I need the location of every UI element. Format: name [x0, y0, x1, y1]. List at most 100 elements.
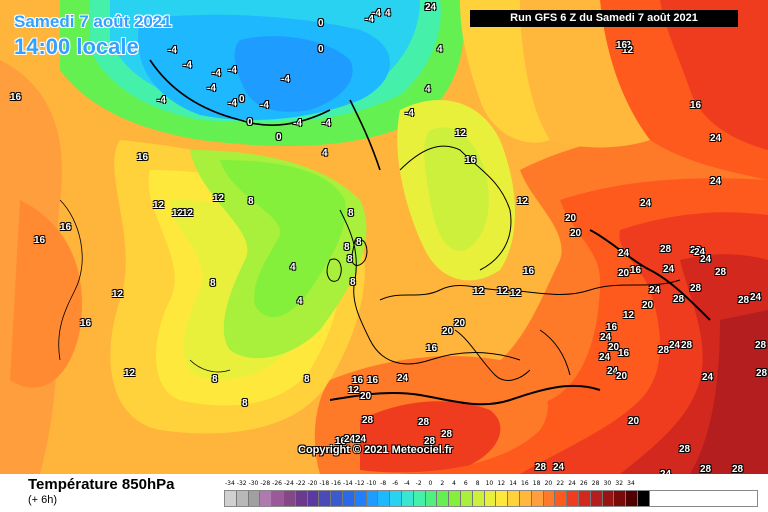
isotherm-label: 12: [510, 288, 522, 299]
color-scale-tick-label: 10: [485, 480, 494, 487]
variable-name: Température 850hPa: [28, 476, 175, 493]
color-scale-swatch: [496, 491, 509, 506]
isotherm-label: 12: [623, 310, 635, 321]
color-scale-swatch: [508, 491, 520, 506]
isotherm-label: 20: [618, 268, 630, 279]
isotherm-label: 12: [182, 208, 194, 219]
isotherm-label: 24: [694, 247, 706, 258]
isotherm-label: 4: [297, 296, 303, 307]
color-scale-tick-label: 30: [603, 480, 612, 487]
isotherm-label: 24: [640, 198, 652, 209]
color-scale-tick-label: -10: [366, 480, 377, 487]
isotherm-label: 16: [690, 100, 702, 111]
isotherm-label: -4: [183, 60, 192, 71]
color-scale-tick-label: -6: [392, 480, 399, 487]
isotherm-label: -4: [157, 95, 166, 106]
isotherm-label: -4: [228, 98, 237, 109]
color-scale-tick-label: -8: [380, 480, 387, 487]
isotherm-label: 16: [523, 266, 535, 277]
isotherm-label: 24: [397, 373, 409, 384]
isotherm-label: 24: [600, 332, 612, 343]
isotherm-label: 8: [304, 374, 310, 385]
color-scale-swatch: [225, 491, 237, 506]
isotherm-label: 20: [642, 300, 654, 311]
isotherm-label: 12: [153, 200, 165, 211]
color-scale: -34 -32 -30 -28 -26 -24 -22 -20 -18 -16 -14 -12 -10-…: [224, 480, 758, 508]
isotherm-label: 4: [425, 2, 431, 13]
isotherm-label: 24: [710, 133, 722, 144]
color-scale-swatch: [342, 491, 355, 506]
isotherm-label: 0: [276, 132, 282, 143]
color-scale-swatch: [472, 491, 485, 506]
color-scale-swatch: [460, 491, 473, 506]
color-scale-tick-label: 0: [428, 480, 433, 487]
color-scale-tick-label: -24: [283, 480, 294, 487]
color-scale-tick-label: 12: [497, 480, 506, 487]
color-scale-tick-label: 6: [463, 480, 468, 487]
isotherm-label: -4: [372, 8, 381, 19]
isotherm-label: 20: [628, 416, 640, 427]
color-scale-swatch: [425, 491, 438, 506]
color-scale-swatch: [637, 491, 650, 506]
isotherm-label: 16: [352, 375, 364, 386]
isotherm-label: 20: [360, 391, 372, 402]
isotherm-label: 0: [239, 94, 245, 105]
color-scale-swatch: [519, 491, 532, 506]
color-scale-swatch: [484, 491, 497, 506]
color-scale-tick-label: -12: [354, 480, 365, 487]
color-scale-swatch: [614, 491, 627, 506]
isotherm-label: 20: [442, 326, 454, 337]
color-scale-tick-label: 2: [440, 480, 445, 487]
isotherm-label: -4: [281, 74, 290, 85]
isotherm-label: 8: [350, 277, 356, 288]
isotherm-label: 24: [599, 352, 611, 363]
isotherm-label: 12: [622, 45, 634, 56]
color-scale-tick-label: -4: [403, 480, 410, 487]
isotherm-label: 8: [347, 254, 353, 265]
isotherm-label: -4: [293, 118, 302, 129]
color-scale-swatch: [378, 491, 391, 506]
isotherm-label: 4: [322, 148, 328, 159]
isotherm-label: 28: [441, 429, 453, 440]
color-scale-swatch: [567, 491, 579, 506]
color-scale-swatch: [449, 491, 461, 506]
color-scale-swatch: [331, 491, 343, 506]
isotherm-label: 16: [606, 322, 618, 333]
isotherm-label: 8: [344, 242, 350, 253]
color-scale-swatch: [555, 491, 568, 506]
color-scale-tick-label: 24: [568, 480, 576, 487]
color-scale-swatch: [307, 491, 320, 506]
color-scale-swatch: [543, 491, 556, 506]
color-scale-tick-label: 28: [591, 480, 600, 487]
color-scale-tick-label: -30: [248, 480, 259, 487]
color-scale-ticks: -34 -32 -30 -28 -26 -24 -22 -20 -18 -16 -14 -12 -10-…: [224, 480, 758, 490]
isotherm-label: 12: [455, 128, 467, 139]
isotherm-label: -4: [207, 83, 216, 94]
color-scale-tick-label: -20: [307, 480, 318, 487]
isotherm-label: 28: [732, 464, 744, 474]
isotherm-label: 24: [553, 462, 565, 473]
isotherm-label: 24: [663, 264, 675, 275]
color-scale-tick-label: 4: [452, 480, 456, 487]
isotherm-label: 8: [212, 374, 218, 385]
isotherm-label: 12: [620, 40, 632, 51]
color-scale-tick-label: 8: [475, 480, 480, 487]
isotherm-label: 28: [756, 368, 768, 379]
color-scale-swatch: [236, 491, 249, 506]
isotherm-label: 8: [356, 237, 362, 248]
color-scale-tick-label: 18: [532, 480, 541, 487]
isotherm-label: 4: [385, 8, 391, 19]
isotherm-label: 16: [10, 92, 22, 103]
color-scale-swatch: [295, 491, 308, 506]
isotherm-label: 24: [607, 366, 619, 377]
copyright-text: Copyright © 2021 Meteociel.fr: [298, 444, 453, 456]
isotherm-label: 24: [660, 469, 671, 474]
color-scale-swatch: [248, 491, 261, 506]
isotherm-label: 28: [690, 283, 702, 294]
isotherm-label: 8: [242, 398, 248, 409]
color-scale-tick-label: -14: [342, 480, 353, 487]
isotherm-label: 12: [112, 289, 124, 300]
isotherm-label: 20: [616, 371, 628, 382]
color-scale-swatch: [578, 491, 591, 506]
